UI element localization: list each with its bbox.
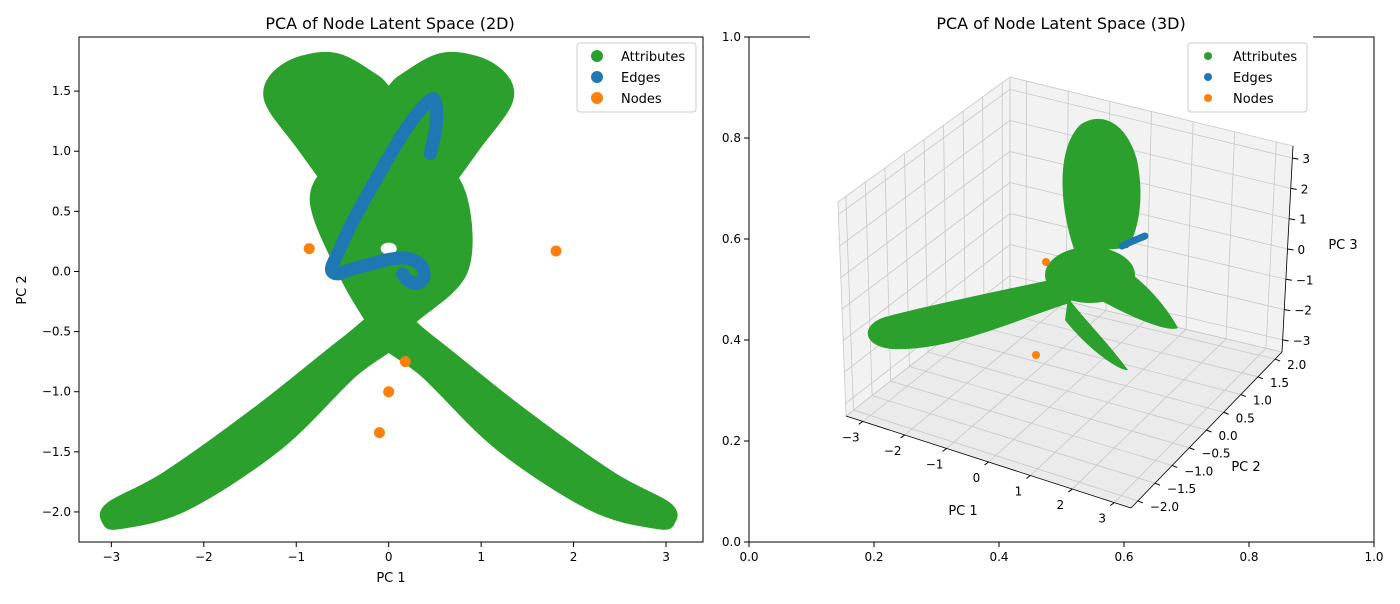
- chart-2d-y-label: PC 2: [15, 275, 30, 304]
- frame-y-tick-label: 0.8: [722, 131, 741, 145]
- node-point: [374, 427, 385, 438]
- legend-2d-edges-marker: [591, 71, 603, 83]
- legend-2d-edges-label: Edges: [621, 71, 661, 86]
- frame-y-tick-label: 1.0: [722, 30, 741, 44]
- z3d-tick-label: −2: [1294, 304, 1312, 318]
- x-tick-label: 0: [385, 550, 393, 564]
- y-tick-label: 0.5: [52, 204, 71, 218]
- y3d-tick-label: 0.0: [1219, 429, 1238, 443]
- chart-3d-z-label: PC 3: [1328, 238, 1357, 253]
- node-point: [551, 246, 562, 257]
- frame-x-tick-label: 1.0: [1364, 550, 1383, 564]
- legend-2d-attributes-marker: [591, 50, 603, 62]
- z3d-tick-label: 2: [1301, 182, 1309, 196]
- x3d-tick-label: 3: [1098, 512, 1106, 526]
- legend-3d-nodes-marker: [1204, 94, 1212, 102]
- x-tick-label: 3: [662, 550, 670, 564]
- frame-x-tick-label: 0.0: [739, 550, 758, 564]
- frame-y-tick-label: 0.4: [722, 333, 741, 347]
- y-tick-label: −2.0: [42, 505, 71, 519]
- x-tick-label: −1: [287, 550, 305, 564]
- z3d-tick-label: −1: [1296, 273, 1314, 287]
- y3d-tick-label: 1.0: [1253, 394, 1272, 408]
- x3d-tick-label: 1: [1015, 485, 1023, 499]
- legend-3d-attributes-marker: [1204, 52, 1212, 60]
- legend-3d-edges-marker: [1204, 73, 1212, 81]
- y3d-tick-label: 2.0: [1287, 358, 1306, 372]
- x3d-tick-label: 0: [973, 471, 981, 485]
- x-tick-label: −3: [103, 550, 121, 564]
- y-tick-label: 0.0: [52, 264, 71, 278]
- frame-y-tick-label: 0.6: [722, 232, 741, 246]
- chart-3d-y-label: PC 2: [1231, 460, 1260, 475]
- legend-2d-nodes-label: Nodes: [621, 92, 662, 107]
- chart-3d-title: PCA of Node Latent Space (3D): [936, 14, 1185, 33]
- y-tick-label: −0.5: [42, 325, 71, 339]
- z3d-tick-label: 3: [1302, 152, 1310, 166]
- chart-3d-node-point: [1042, 258, 1050, 266]
- frame-x-tick-label: 0.6: [1114, 550, 1133, 564]
- chart-2d-title: PCA of Node Latent Space (2D): [265, 14, 514, 33]
- chart-3d-legend: Attributes Edges Nodes: [1188, 43, 1307, 112]
- frame-y-tick-label: 0.2: [722, 434, 741, 448]
- z3d-tick-label: 1: [1299, 213, 1307, 227]
- frame-y-tick-label: 0.0: [722, 535, 741, 549]
- chart-3d-x-label: PC 1: [948, 504, 977, 519]
- chart-3d-attributes-core: [1045, 247, 1135, 303]
- z3d-tick-label: 0: [1298, 243, 1306, 257]
- y3d-tick-label: −1.0: [1184, 464, 1213, 478]
- y3d-tick-label: −2.0: [1150, 500, 1179, 514]
- frame-x-tick-label: 0.2: [864, 550, 883, 564]
- chart-3d-node-point: [1032, 351, 1040, 359]
- y3d-tick-label: 0.5: [1236, 411, 1255, 425]
- legend-2d-nodes-marker: [591, 92, 603, 104]
- y-tick-label: −1.0: [42, 385, 71, 399]
- y3d-tick-label: −1.5: [1167, 482, 1196, 496]
- frame-x-tick-label: 0.8: [1239, 550, 1258, 564]
- x3d-tick-label: −2: [884, 444, 902, 458]
- x3d-tick-label: 2: [1057, 498, 1065, 512]
- y-tick-label: 1.0: [52, 144, 71, 158]
- x-tick-label: 2: [570, 550, 578, 564]
- y-tick-label: −1.5: [42, 445, 71, 459]
- legend-3d-attributes-label: Attributes: [1233, 50, 1297, 65]
- x3d-tick-label: −1: [926, 457, 944, 471]
- legend-3d-edges-label: Edges: [1233, 71, 1273, 86]
- frame-x-tick-label: 0.4: [989, 550, 1008, 564]
- legend-2d-attributes-label: Attributes: [621, 50, 685, 65]
- node-point: [304, 243, 315, 254]
- y3d-tick-label: −0.5: [1201, 447, 1230, 461]
- node-point: [400, 356, 411, 367]
- x-tick-label: 1: [477, 550, 485, 564]
- y-tick-label: 1.5: [52, 84, 71, 98]
- chart-2d-x-label: PC 1: [376, 571, 405, 586]
- x-tick-label: −2: [195, 550, 213, 564]
- y3d-tick-label: 1.5: [1270, 376, 1289, 390]
- legend-3d-nodes-label: Nodes: [1233, 92, 1274, 107]
- x3d-tick-label: −3: [842, 430, 860, 444]
- node-point: [383, 386, 394, 397]
- chart-2d-legend: Attributes Edges Nodes: [577, 43, 696, 112]
- z3d-tick-label: −3: [1293, 334, 1311, 348]
